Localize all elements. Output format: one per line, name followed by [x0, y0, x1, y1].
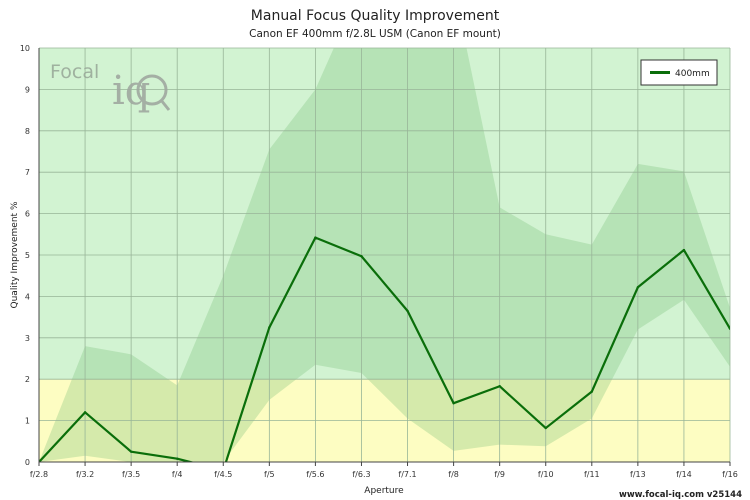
- data-point: [83, 411, 87, 414]
- x-tick-label: f/2.8: [30, 470, 48, 479]
- data-point: [314, 236, 317, 239]
- data-point: [682, 248, 686, 252]
- y-tick-label: 7: [25, 168, 30, 177]
- y-tick-label: 6: [25, 210, 30, 219]
- data-point: [452, 402, 455, 405]
- y-tick-label: 9: [25, 85, 30, 94]
- data-point: [360, 255, 363, 258]
- y-tick-label: 5: [25, 251, 30, 260]
- x-tick-label: f/3.2: [76, 470, 94, 479]
- legend: 400mm: [640, 59, 718, 86]
- y-tick-label: 3: [25, 334, 30, 343]
- credit-text: www.focal-iq.com v25144: [619, 490, 742, 500]
- y-axis-label: Quality Improvement %: [10, 201, 20, 308]
- x-tick-label: f/9: [494, 470, 505, 479]
- data-point: [728, 327, 730, 330]
- data-point: [268, 326, 271, 329]
- series-line-400mm: [39, 236, 730, 462]
- x-tick-label: f/8: [448, 470, 459, 479]
- data-point: [544, 426, 547, 430]
- x-tick-label: f/10: [538, 470, 554, 479]
- y-tick-label: 8: [25, 127, 30, 136]
- focal-iq-logo: Focal iq: [50, 61, 171, 114]
- data-point: [176, 457, 179, 460]
- magnifier-icon: [136, 74, 168, 106]
- x-tick-label: f/4: [172, 470, 183, 479]
- x-tick-label: f/14: [676, 470, 692, 479]
- x-axis-label: Aperture: [364, 486, 404, 496]
- logo-wordmark: Focal: [50, 61, 99, 83]
- y-tick-label: 0: [25, 458, 30, 467]
- x-tick-label: f/5.6: [306, 470, 324, 479]
- grid-lines: [38, 47, 731, 463]
- x-tick-label: f/6.3: [352, 470, 370, 479]
- x-tick-label: f/13: [630, 470, 646, 479]
- x-tick-label: f/5: [264, 470, 275, 479]
- data-point: [498, 385, 501, 388]
- y-tick-label: 1: [25, 417, 30, 426]
- data-point: [406, 309, 409, 313]
- axes: 0 1 2 3 4 5 6 7 8 9 10 f/2.8 f/3.2 f/3.5 f/4 f/4.5 f/5 f/…: [20, 44, 738, 479]
- logo-iq: iq: [112, 68, 150, 114]
- y-tick-label: 10: [20, 44, 30, 53]
- magnifier-handle: [159, 99, 171, 111]
- chart-subtitle: Canon EF 400mm f/2.8L USM (Canon EF moun…: [249, 28, 501, 40]
- x-tick-label: f/11: [584, 470, 600, 479]
- data-point: [129, 450, 133, 453]
- x-tick-label: f/4.5: [214, 470, 232, 479]
- x-tick-label: f/3.5: [122, 470, 140, 479]
- chart-title: Manual Focus Quality Improvement: [251, 8, 500, 24]
- series-group: [39, 236, 730, 462]
- legend-label-400mm: 400mm: [675, 69, 710, 79]
- data-point: [636, 286, 640, 289]
- x-tick-label: f/7.1: [398, 470, 416, 479]
- x-tick-label: f/16: [722, 470, 738, 479]
- y-tick-label: 4: [25, 292, 30, 301]
- data-point: [590, 390, 593, 393]
- y-tick-label: 2: [25, 375, 30, 384]
